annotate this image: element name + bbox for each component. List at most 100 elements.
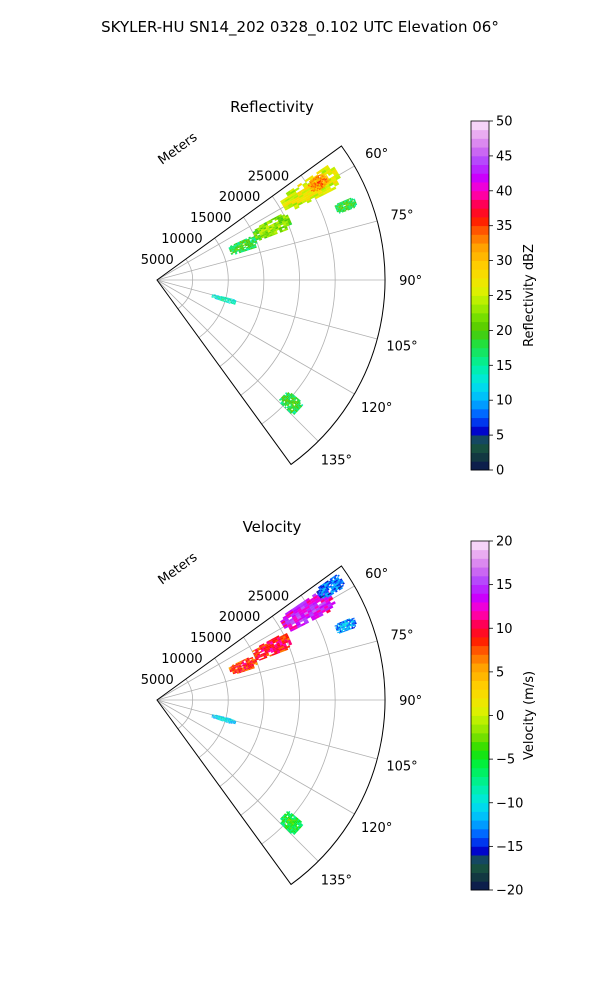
echo-cell	[341, 203, 344, 205]
echo-cell	[294, 402, 297, 405]
echo-cell	[229, 250, 233, 253]
echo-cell	[284, 228, 289, 231]
echo-cell	[244, 668, 247, 671]
echo-cell	[235, 249, 239, 252]
echo-cell	[285, 216, 290, 220]
sector-outline	[156, 565, 386, 886]
echo-cell	[240, 249, 243, 252]
echo-cell	[221, 298, 224, 300]
echo-cell	[317, 185, 320, 188]
echo-cell	[289, 610, 294, 615]
echo-cell	[337, 574, 340, 578]
echo-cell	[288, 830, 291, 833]
echo-cell	[235, 252, 238, 255]
echo-cell	[257, 655, 262, 659]
echo-cell	[263, 234, 267, 238]
echo-cell	[216, 717, 219, 719]
echo-cell	[226, 721, 229, 723]
echo-cell	[250, 236, 254, 239]
colorbar-band	[471, 794, 489, 804]
echo-cell	[283, 205, 289, 210]
echo-cell	[285, 814, 288, 817]
echo-cell	[341, 631, 344, 633]
echo-cell	[241, 667, 245, 669]
echo-cell	[333, 580, 337, 583]
echo-cell	[227, 300, 229, 302]
echo-cell	[217, 295, 220, 296]
echo-cell	[300, 188, 306, 193]
echo-cell	[235, 663, 239, 666]
colorbar-tick-label: −10	[496, 796, 523, 811]
echo-cell	[245, 659, 248, 662]
echo-cell	[321, 186, 324, 189]
echo-cell	[326, 188, 333, 193]
theta-gridline	[156, 279, 378, 340]
echo-cell	[266, 648, 271, 652]
echo-cell	[248, 236, 251, 239]
range-tick-label: 20000	[219, 190, 260, 205]
echo-cell	[217, 295, 220, 297]
echo-cell	[339, 621, 342, 624]
echo-cell	[336, 205, 339, 208]
echo-cell	[286, 821, 289, 825]
echo-cell	[331, 177, 337, 183]
echo-cell	[227, 299, 230, 301]
echo-cell	[251, 649, 256, 653]
echo-cell	[308, 175, 314, 180]
colorbar-band	[471, 750, 489, 760]
echo-cell	[331, 592, 335, 595]
echo-cell	[225, 718, 228, 720]
theta-gridline	[156, 640, 378, 701]
echo-cell	[351, 199, 354, 201]
echo-cell	[291, 411, 295, 414]
colorbar-band	[471, 225, 489, 235]
echo-cell	[232, 665, 235, 668]
echo-cell	[280, 401, 283, 405]
echo-cell	[324, 588, 327, 591]
echo-cell	[233, 303, 236, 305]
echo-cell	[229, 245, 233, 247]
echo-cell	[259, 653, 264, 656]
echo-cell	[297, 624, 302, 629]
echo-cell	[246, 668, 250, 671]
echo-cell	[227, 718, 230, 720]
echo-cell	[234, 665, 237, 668]
echo-cell	[315, 188, 318, 191]
echo-cell	[248, 247, 251, 250]
echo-cell	[348, 208, 351, 211]
echo-cell	[310, 189, 313, 192]
echo-cell	[216, 717, 219, 719]
echo-cell	[217, 295, 220, 297]
echo-cell	[246, 657, 249, 660]
echo-cell	[230, 722, 232, 724]
echo-cell	[224, 297, 227, 299]
echo-cell	[246, 667, 249, 670]
echo-cell	[237, 666, 240, 669]
echo-cell	[213, 295, 216, 297]
echo-cell	[267, 643, 271, 647]
echo-cell	[218, 297, 221, 299]
colorbar-band	[471, 811, 489, 821]
echo-cell	[314, 187, 317, 190]
echo-cell	[315, 176, 318, 179]
echo-cell	[238, 671, 242, 674]
colorbar-band	[471, 654, 489, 664]
echo-cell	[317, 176, 320, 179]
colorbar-band	[471, 828, 489, 839]
echo-cell	[314, 177, 317, 180]
echo-cell	[284, 226, 288, 230]
echo-cell	[221, 720, 224, 722]
colorbar-band	[471, 260, 489, 270]
echo-cell	[226, 301, 229, 303]
echo-cell	[266, 647, 270, 650]
echo-cell	[237, 661, 240, 664]
echo-cell	[222, 716, 225, 718]
echo-cell	[289, 619, 295, 624]
echo-cell	[307, 184, 310, 187]
echo-cell	[294, 619, 300, 624]
colorbar-band	[471, 286, 489, 296]
echo-cell	[234, 249, 237, 252]
echo-cell	[211, 296, 214, 298]
echo-cell	[222, 297, 225, 299]
angle-tick-label: 90°	[399, 274, 422, 289]
